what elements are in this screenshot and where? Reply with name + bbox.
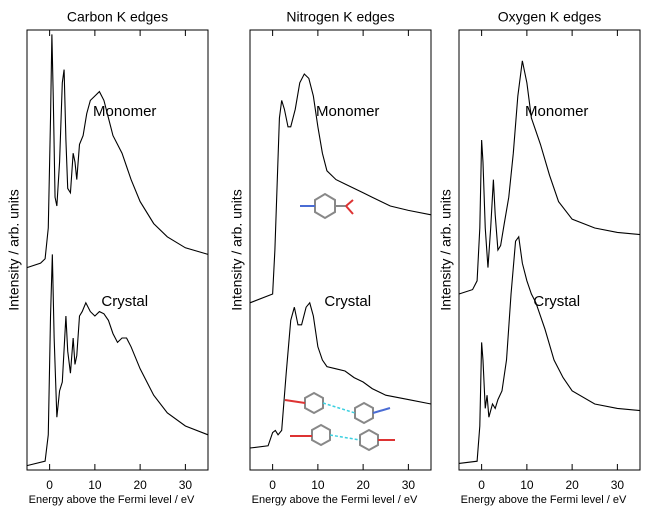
x-axis-label: Energy above the Fermi level / eV	[461, 494, 627, 506]
monomer-molecule	[300, 194, 353, 218]
x-tick-label: 0	[46, 478, 53, 492]
figure: Carbon K edges Intensity / arb. units Ener…	[0, 0, 647, 507]
spectrum-line	[250, 303, 431, 448]
spectrum-line	[27, 254, 208, 465]
spectrum-line	[459, 61, 640, 294]
x-tick-label: 10	[311, 478, 325, 492]
panel-title: Nitrogen K edges	[286, 9, 394, 25]
y-axis-label: Intensity / arb. units	[438, 189, 454, 310]
y-axis-label: Intensity / arb. units	[229, 189, 245, 310]
x-tick-label: 10	[88, 478, 102, 492]
plot-frame	[250, 30, 431, 470]
series-label: Crystal	[533, 293, 580, 310]
x-tick-label: 10	[520, 478, 534, 492]
x-axis-label: Energy above the Fermi level / eV	[29, 494, 195, 506]
x-axis-label: Energy above the Fermi level / eV	[252, 494, 418, 506]
series-label: Monomer	[93, 103, 156, 120]
panel-title: Oxygen K edges	[498, 9, 602, 25]
y-axis-label: Intensity / arb. units	[6, 189, 22, 310]
series-label: Monomer	[525, 103, 588, 120]
x-tick-label: 0	[269, 478, 276, 492]
x-tick-label: 30	[402, 478, 416, 492]
crystal-molecules	[285, 393, 395, 450]
x-tick-label: 20	[133, 478, 147, 492]
x-tick-label: 0	[478, 478, 485, 492]
series-label: Monomer	[316, 103, 379, 120]
series-label: Crystal	[101, 293, 148, 310]
series-label: Crystal	[324, 293, 371, 310]
spectrum-line	[27, 34, 208, 267]
x-tick-label: 20	[565, 478, 579, 492]
x-tick-label: 30	[179, 478, 193, 492]
panel-title: Carbon K edges	[67, 9, 168, 25]
plot-frame	[27, 30, 208, 470]
x-tick-label: 20	[356, 478, 370, 492]
spectrum-line	[459, 237, 640, 464]
x-tick-label: 30	[611, 478, 625, 492]
